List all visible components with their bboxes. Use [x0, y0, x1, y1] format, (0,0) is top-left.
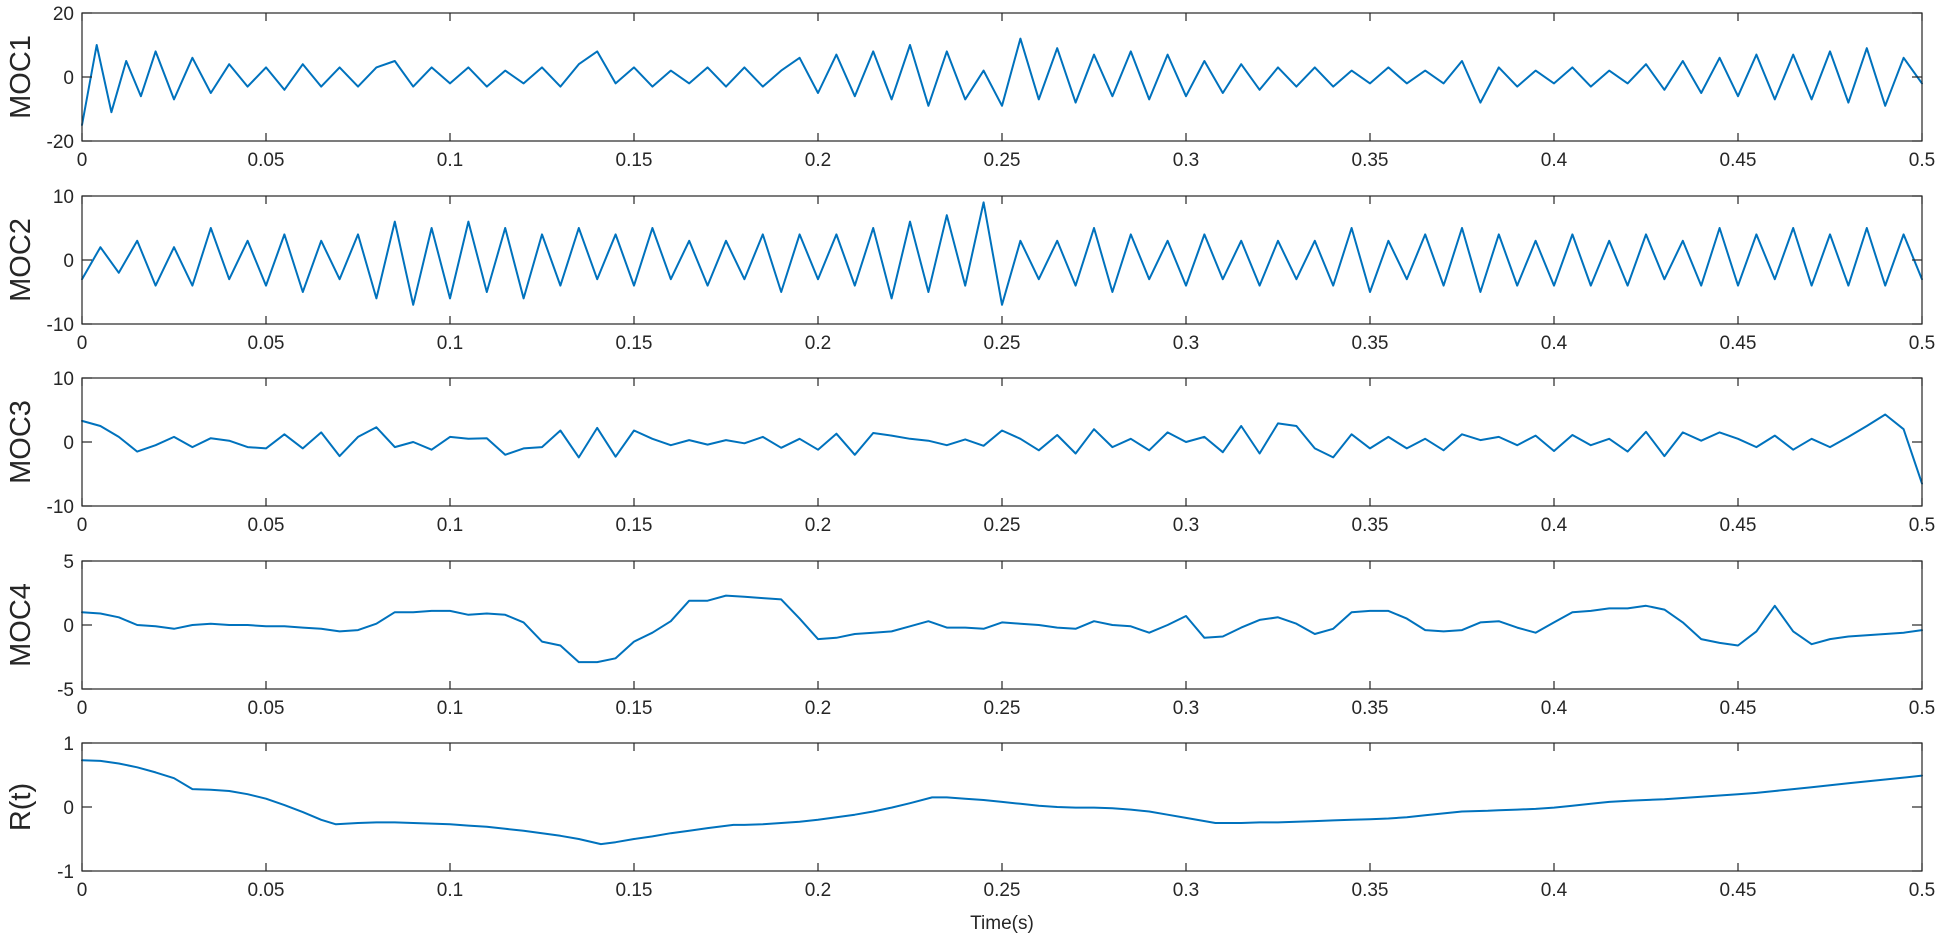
axes-box — [81, 560, 1923, 690]
x-tick-label: 0.45 — [1720, 150, 1757, 171]
x-tick-label: 0.4 — [1541, 880, 1568, 901]
y-tick-label: -20 — [47, 132, 74, 153]
subplot-4: 0 0.05 0.1 0.15 0.2 0.25 0.3 0.35 0.4 0.45 0.550-5… — [5, 552, 1935, 719]
axes-box — [81, 377, 1923, 507]
y-tick-label: -1 — [57, 862, 74, 883]
x-tick-label: 0.45 — [1720, 698, 1757, 719]
x-tick-label: 0.3 — [1173, 515, 1199, 536]
x-axis-label: Time(s) — [970, 913, 1034, 934]
x-tick-label: 0.1 — [437, 150, 463, 171]
x-tick-label: 0.15 — [616, 515, 653, 536]
y-tick-label: 0 — [63, 251, 74, 272]
series-line-4-1 — [81, 594, 1923, 664]
y-tick-label: 1 — [63, 734, 74, 755]
x-tick-label: 0.5 — [1909, 150, 1935, 171]
x-tick-label: 0.2 — [805, 698, 831, 719]
series-line-2-1 — [81, 201, 1923, 306]
x-tick-label: 0.2 — [805, 150, 831, 171]
y-tick-label: 0 — [63, 68, 74, 89]
y-axis-label: R(t) — [5, 783, 37, 831]
axes-box — [81, 742, 1923, 872]
subplot-5: 0 0.05 0.1 0.15 0.2 0.25 0.3 0.35 0.4 0.45 0.510-1… — [5, 734, 1935, 934]
x-tick-label: 0 — [77, 698, 88, 719]
subplot-3: 0 0.05 0.1 0.15 0.2 0.25 0.3 0.35 0.4 0.45 0.5100-… — [5, 369, 1935, 536]
x-tick-label: 0.2 — [805, 333, 831, 354]
x-tick-label: 0.25 — [984, 880, 1021, 901]
x-tick-label: 0.5 — [1909, 880, 1935, 901]
x-tick-label: 0.25 — [984, 698, 1021, 719]
x-tick-label: 0.5 — [1909, 698, 1935, 719]
x-tick-label: 0.45 — [1720, 880, 1757, 901]
x-tick-label: 0.1 — [437, 698, 463, 719]
x-tick-label: 0.45 — [1720, 515, 1757, 536]
x-tick-label: 0 — [77, 333, 88, 354]
axes-box — [81, 12, 1923, 142]
subplot-1: 0 0.05 0.1 0.15 0.2 0.25 0.3 0.35 0.4 0.45 0.5200-… — [5, 4, 1935, 171]
x-tick-label: 0 — [77, 150, 88, 171]
x-tick-label: 0.5 — [1909, 515, 1935, 536]
x-tick-label: 0.2 — [805, 515, 831, 536]
x-tick-label: 0.4 — [1541, 698, 1568, 719]
x-tick-label: 0.1 — [437, 880, 463, 901]
y-tick-label: 10 — [53, 187, 74, 208]
x-tick-label: 0.35 — [1352, 515, 1389, 536]
x-tick-label: 0.35 — [1352, 333, 1389, 354]
x-tick-label: 0.15 — [616, 880, 653, 901]
x-tick-label: 0.35 — [1352, 880, 1389, 901]
y-tick-label: -10 — [47, 315, 74, 336]
y-tick-label: -5 — [57, 680, 74, 701]
y-tick-label: 5 — [63, 552, 74, 573]
x-tick-label: 0.5 — [1909, 333, 1935, 354]
series-line-1-1 — [81, 37, 1923, 126]
x-tick-label: 0.3 — [1173, 880, 1199, 901]
x-tick-label: 0.05 — [248, 515, 285, 536]
x-tick-label: 0.35 — [1352, 150, 1389, 171]
y-tick-label: 0 — [63, 798, 74, 819]
x-tick-label: 0.25 — [984, 333, 1021, 354]
x-tick-label: 0.3 — [1173, 150, 1199, 171]
series-line-5-1 — [81, 759, 1923, 846]
x-tick-label: 0.3 — [1173, 698, 1199, 719]
y-tick-label: 10 — [53, 369, 74, 390]
subplot-2: 0 0.05 0.1 0.15 0.2 0.25 0.3 0.35 0.4 0.45 0.5100-… — [5, 187, 1935, 354]
y-axis-label: MOC4 — [5, 583, 37, 667]
x-tick-label: 0.1 — [437, 515, 463, 536]
x-tick-label: 0.15 — [616, 150, 653, 171]
y-tick-label: 20 — [53, 4, 74, 25]
series-line-3-1 — [81, 413, 1923, 485]
x-tick-label: 0.45 — [1720, 333, 1757, 354]
x-tick-label: 0.15 — [616, 698, 653, 719]
x-tick-label: 0.4 — [1541, 333, 1568, 354]
x-tick-label: 0.35 — [1352, 698, 1389, 719]
x-tick-label: 0.4 — [1541, 515, 1568, 536]
y-tick-label: 0 — [63, 433, 74, 454]
x-tick-label: 0.3 — [1173, 333, 1199, 354]
y-tick-label: -10 — [47, 497, 74, 518]
x-tick-label: 0.4 — [1541, 150, 1568, 171]
x-tick-label: 0.1 — [437, 333, 463, 354]
x-tick-label: 0 — [77, 515, 88, 536]
y-tick-label: 0 — [63, 616, 74, 637]
x-tick-label: 0 — [77, 880, 88, 901]
x-tick-label: 0.05 — [248, 150, 285, 171]
x-tick-label: 0.2 — [805, 880, 831, 901]
x-tick-label: 0.05 — [248, 880, 285, 901]
y-axis-label: MOC3 — [5, 400, 37, 484]
y-axis-label: MOC2 — [5, 218, 37, 302]
x-tick-label: 0.15 — [616, 333, 653, 354]
y-axis-label: MOC1 — [5, 35, 37, 119]
x-tick-label: 0.25 — [984, 150, 1021, 171]
x-tick-label: 0.05 — [248, 698, 285, 719]
x-tick-label: 0.25 — [984, 515, 1021, 536]
x-tick-label: 0.05 — [248, 333, 285, 354]
